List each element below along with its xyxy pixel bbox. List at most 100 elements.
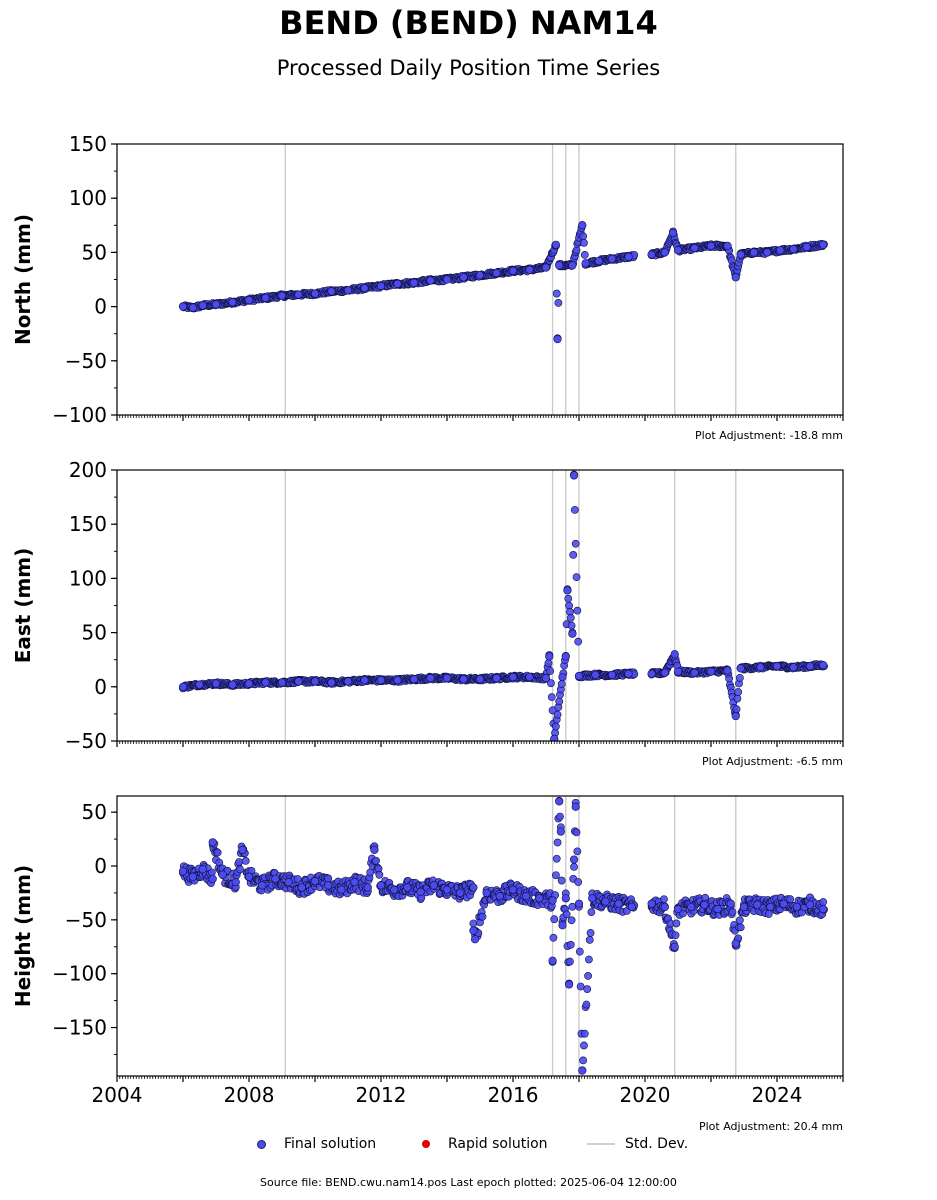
data-point xyxy=(238,845,247,854)
data-point xyxy=(470,935,480,944)
legend: Final solution Rapid solution Std. Dev. xyxy=(0,1136,937,1158)
data-point xyxy=(409,675,419,684)
data-point xyxy=(647,669,656,678)
data-point xyxy=(690,668,699,677)
data-point xyxy=(558,921,567,930)
data-point xyxy=(700,900,709,909)
data-point xyxy=(552,871,560,880)
data-point xyxy=(739,902,749,912)
y-tick-label: 0 xyxy=(94,854,107,878)
data-point xyxy=(555,697,564,706)
data-point xyxy=(728,908,737,916)
data-point xyxy=(188,872,197,881)
data-point xyxy=(393,279,402,288)
data-point xyxy=(569,550,578,559)
data-point xyxy=(580,1029,589,1038)
data-point xyxy=(277,678,287,687)
data-point xyxy=(574,671,584,681)
data-point xyxy=(178,302,188,311)
data-point xyxy=(208,838,217,847)
data-point xyxy=(442,275,452,284)
data-point xyxy=(726,899,735,908)
data-point xyxy=(660,668,669,677)
data-point xyxy=(178,682,188,691)
data-point xyxy=(211,300,221,309)
legend-rapid: Rapid solution xyxy=(422,1136,548,1152)
data-point xyxy=(587,908,596,916)
data-point xyxy=(442,674,452,683)
data-point xyxy=(327,678,336,687)
y-tick-label: 100 xyxy=(69,566,107,590)
data-point xyxy=(409,278,419,287)
data-point xyxy=(525,672,534,682)
data-point xyxy=(294,290,303,299)
data-point xyxy=(731,711,740,721)
data-point xyxy=(478,912,487,921)
plot-adjustment-label: Plot Adjustment: -18.8 mm xyxy=(695,429,843,442)
data-point xyxy=(591,670,600,679)
y-tick-label: 150 xyxy=(69,132,107,156)
data-point xyxy=(736,923,745,932)
data-point xyxy=(766,902,775,912)
data-point xyxy=(360,284,369,293)
data-point xyxy=(244,295,254,305)
data-point xyxy=(350,878,359,887)
data-point xyxy=(581,259,590,268)
data-point xyxy=(607,670,617,679)
data-point xyxy=(548,956,557,965)
y-tick-label: −50 xyxy=(65,729,107,753)
data-point xyxy=(535,894,544,903)
data-point xyxy=(310,876,320,886)
data-point xyxy=(541,263,551,272)
data-point xyxy=(390,885,399,894)
y-tick-label: −50 xyxy=(65,349,107,373)
y-axis-label: North (mm) xyxy=(11,214,35,345)
data-point xyxy=(261,678,270,687)
data-point xyxy=(601,897,610,906)
data-point xyxy=(241,857,250,865)
legend-rapid-label: Rapid solution xyxy=(448,1136,548,1152)
data-point xyxy=(552,854,561,863)
data-point xyxy=(670,942,679,951)
data-point xyxy=(208,874,217,884)
data-point xyxy=(573,606,582,615)
y-tick-label: 0 xyxy=(94,295,107,319)
data-point xyxy=(555,797,564,806)
data-point xyxy=(668,228,678,237)
data-point xyxy=(792,902,801,912)
data-point xyxy=(786,895,795,904)
data-point xyxy=(541,674,551,683)
data-point xyxy=(546,667,555,675)
data-point xyxy=(343,286,353,295)
legend-stddev-label: Std. Dev. xyxy=(625,1136,689,1152)
data-point xyxy=(614,899,623,908)
data-point xyxy=(580,250,589,259)
data-point xyxy=(544,659,553,668)
y-tick-label: 100 xyxy=(69,186,107,210)
data-point xyxy=(426,674,435,683)
data-point xyxy=(475,675,485,684)
data-point xyxy=(324,881,333,890)
data-point xyxy=(324,874,333,883)
data-point xyxy=(772,662,782,671)
data-point xyxy=(469,883,478,892)
data-point xyxy=(571,802,580,811)
data-point xyxy=(802,242,811,252)
data-point xyxy=(588,894,597,903)
data-point xyxy=(562,910,571,919)
data-point xyxy=(582,1000,591,1009)
data-point xyxy=(370,845,379,854)
data-point xyxy=(552,722,560,731)
data-point xyxy=(555,261,564,270)
data-point xyxy=(776,246,785,255)
final-solution-marker-icon xyxy=(257,1139,266,1149)
data-point xyxy=(556,812,564,821)
data-point xyxy=(426,276,435,285)
data-point xyxy=(310,289,320,298)
data-point xyxy=(416,887,425,896)
chart-panel-2: −150 −100 −50 0 50 2004 2008 2012 2016 2020 2024 He… xyxy=(11,795,844,1133)
data-point xyxy=(235,858,243,866)
data-point xyxy=(672,919,681,928)
data-point xyxy=(188,303,197,312)
